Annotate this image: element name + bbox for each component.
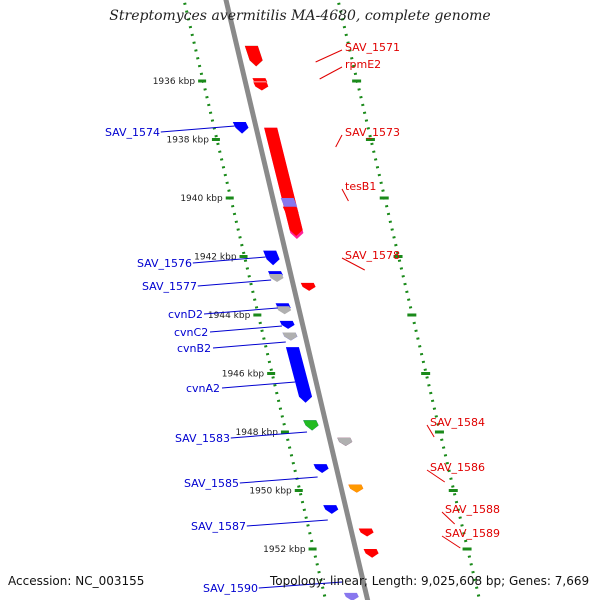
left-gene-label: SAV_1574: [105, 126, 160, 139]
chromosome-axis: [223, 0, 372, 604]
left-gene-label: SAV_1585: [184, 477, 239, 490]
right-dotted-border: [336, 0, 483, 604]
left-label-leader: [221, 381, 296, 389]
gene-arrow: [232, 121, 249, 134]
kbp-tick-label: 1942 kbp: [194, 253, 237, 263]
gene-arrow: [358, 528, 374, 537]
gene-arrow: [343, 592, 359, 601]
left-gene-label: SAV_1576: [137, 257, 192, 270]
kbp-tick-label: 1952 kbp: [263, 545, 306, 555]
right-label-leader: [341, 257, 365, 271]
right-label-leader: [341, 188, 349, 202]
gene-arrow: [323, 505, 339, 514]
gene-arrow: [285, 347, 313, 403]
kbp-tick-label: 1946 kbp: [222, 370, 265, 380]
left-gene-label: cvnC2: [174, 326, 208, 339]
gene-arrow: [282, 206, 299, 219]
left-gene-label: cvnD2: [168, 308, 203, 321]
left-label-leader: [212, 341, 286, 349]
gene-arrow: [303, 420, 319, 431]
gene-arrow: [253, 82, 269, 91]
left-label-leader: [209, 325, 283, 333]
left-label-leader: [192, 256, 266, 264]
left-gene-label: SAV_1577: [142, 280, 197, 293]
left-label-leader: [197, 279, 272, 287]
left-label-leader: [203, 307, 278, 315]
right-label-leader: [335, 134, 343, 148]
left-dotted-border: [182, 0, 329, 604]
right-label-leader: [319, 66, 343, 80]
left-label-leader: [239, 476, 318, 484]
kbp-tick-label: 1950 kbp: [249, 487, 292, 497]
gene-arrow: [268, 274, 284, 283]
right-label-leader: [441, 511, 456, 525]
left-gene-label: SAV_1590: [203, 582, 258, 595]
right-gene-label: tesB1: [345, 180, 376, 193]
kbp-tick-label: 1948 kbp: [236, 428, 279, 438]
right-gene-label: SAV_1586: [430, 461, 485, 474]
gene-arrow: [279, 320, 295, 329]
right-gene-label: SAV_1584: [430, 416, 485, 429]
left-label-leader: [230, 431, 308, 439]
gene-arrow: [300, 282, 316, 291]
left-gene-label: SAV_1587: [191, 520, 246, 533]
gene-arrow: [244, 45, 263, 67]
kbp-tick-label: 1938 kbp: [167, 136, 210, 146]
accession-label: Accession: NC_003155: [8, 574, 145, 588]
right-label-leader: [426, 469, 446, 483]
left-label-leader: [160, 125, 235, 133]
right-gene-label: SAV_1573: [345, 126, 400, 139]
right-gene-label: rpmE2: [345, 58, 381, 71]
gene-arrow: [276, 306, 292, 315]
right-gene-label: SAV_1589: [445, 527, 500, 540]
right-label-leader: [441, 535, 461, 549]
right-gene-label: SAV_1571: [345, 41, 400, 54]
left-label-leader: [246, 519, 328, 527]
gene-arrow: [363, 549, 379, 558]
gene-arrow: [313, 464, 329, 473]
genome-stats: Topology: linear; Length: 9,025,608 bp; …: [270, 574, 590, 588]
left-gene-label: cvnB2: [177, 342, 211, 355]
gene-arrow: [337, 437, 353, 446]
kbp-tick-label: 1936 kbp: [153, 77, 196, 87]
left-gene-label: SAV_1583: [175, 432, 230, 445]
right-label-leader: [315, 49, 343, 63]
kbp-tick-label: 1940 kbp: [180, 194, 223, 204]
gene-arrow: [348, 484, 364, 493]
gene-arrow: [282, 332, 298, 341]
right-gene-label: SAV_1588: [445, 503, 500, 516]
genome-title: Streptomyces avermitilis MA-4680, comple…: [109, 8, 491, 24]
kbp-tick-label: 1944 kbp: [208, 311, 251, 321]
right-gene-label: SAV_1578: [345, 249, 400, 262]
right-label-leader: [426, 424, 435, 438]
gene-arrow: [263, 250, 280, 266]
left-gene-label: cvnA2: [186, 382, 220, 395]
left-label-leader: [258, 581, 343, 589]
